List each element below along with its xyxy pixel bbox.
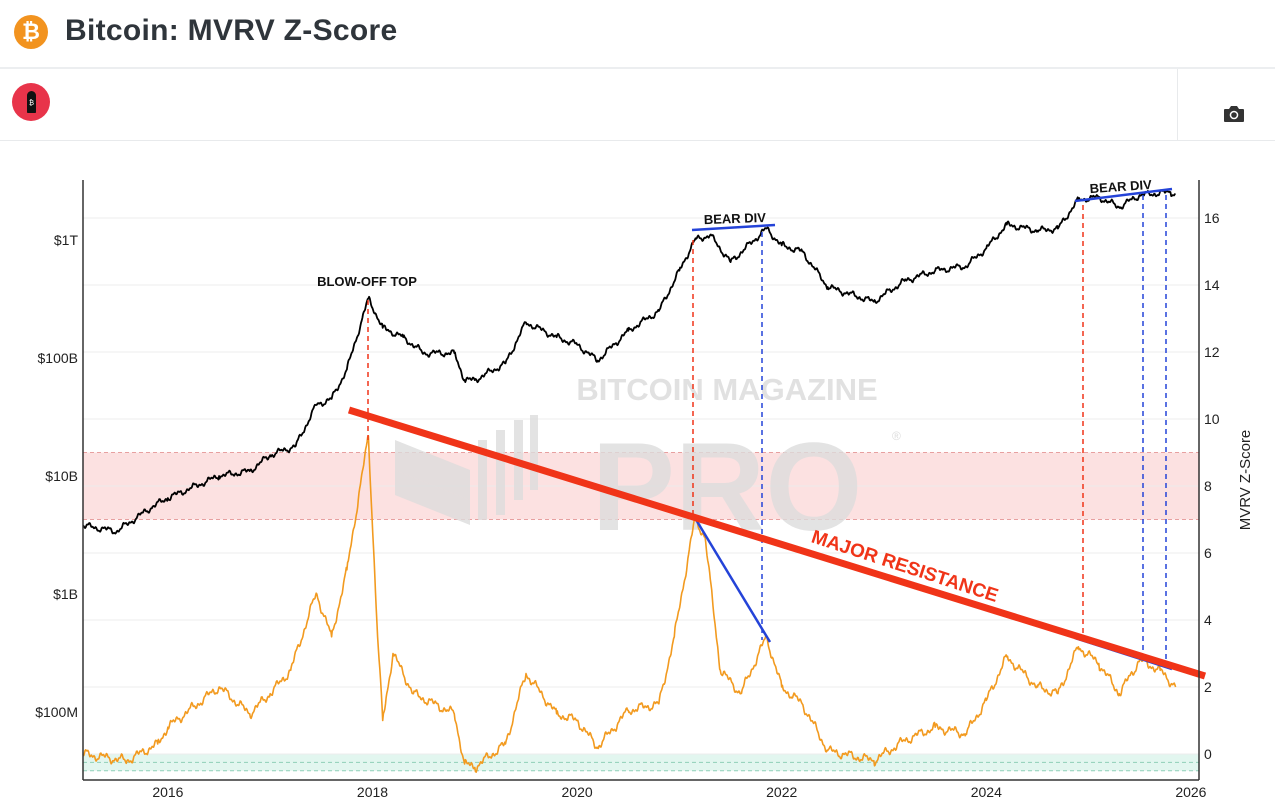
major-resistance-label: MAJOR RESISTANCE — [809, 527, 1001, 607]
page-title: Bitcoin: MVRV Z-Score — [65, 14, 398, 47]
right-tick-label: 6 — [1204, 545, 1212, 561]
green-zone — [83, 754, 1199, 771]
market-cap-line — [82, 189, 1176, 535]
right-axis-label: MVRV Z-Score — [1237, 430, 1254, 531]
bear-div-price-line-1 — [691, 223, 776, 232]
left-tick-label: $100B — [38, 350, 78, 366]
x-tick-label: 2024 — [971, 784, 1002, 798]
bear-div-label-1: BEAR DIV — [704, 210, 767, 227]
left-tick-label: $10B — [45, 468, 78, 484]
right-tick-label: 4 — [1204, 612, 1212, 628]
watermark-mark: ® — [892, 429, 901, 443]
header-bar: ₿ Bitcoin: MVRV Z-Score — [0, 0, 1275, 69]
bear-div-price-line-2 — [1074, 187, 1173, 203]
watermark-line2: PRO — [592, 418, 863, 557]
right-tick-label: 14 — [1204, 277, 1220, 293]
toolbar — [0, 69, 1275, 141]
blow-off-top-label: BLOW-OFF TOP — [317, 274, 417, 289]
right-tick-label: 10 — [1204, 411, 1220, 427]
toolbar-divider — [1177, 69, 1178, 140]
watermark-line1: BITCOIN MAGAZINE — [576, 372, 877, 407]
major-resistance-line — [347, 406, 1207, 680]
right-tick-label: 12 — [1204, 344, 1220, 360]
left-tick-label: $1B — [53, 586, 78, 602]
right-tick-label: 0 — [1204, 746, 1212, 762]
x-tick-label: 2022 — [766, 784, 797, 798]
x-tick-label: 2020 — [562, 784, 593, 798]
bear-div-zscore-line-1 — [693, 517, 772, 643]
x-tick-label: 2016 — [152, 784, 183, 798]
right-tick-label: 2 — [1204, 679, 1212, 695]
bitcoin-icon: ₿ — [14, 15, 48, 49]
x-tick-label: 2026 — [1175, 784, 1206, 798]
left-tick-label: $100M — [35, 704, 78, 720]
camera-icon[interactable] — [1222, 104, 1246, 124]
bear-div-label-2: BEAR DIV — [1089, 177, 1152, 196]
zscore-line — [82, 435, 1177, 773]
watermark: BITCOIN MAGAZINE PRO ® — [395, 372, 901, 557]
bitcoin-bottle-icon: ₿ — [27, 91, 36, 113]
x-tick-label: 2018 — [357, 784, 388, 798]
right-tick-label: 16 — [1204, 210, 1220, 226]
left-tick-label: $1T — [54, 232, 79, 248]
red-bitcoin-app-icon[interactable]: ₿ — [12, 83, 50, 121]
right-tick-label: 8 — [1204, 478, 1212, 494]
